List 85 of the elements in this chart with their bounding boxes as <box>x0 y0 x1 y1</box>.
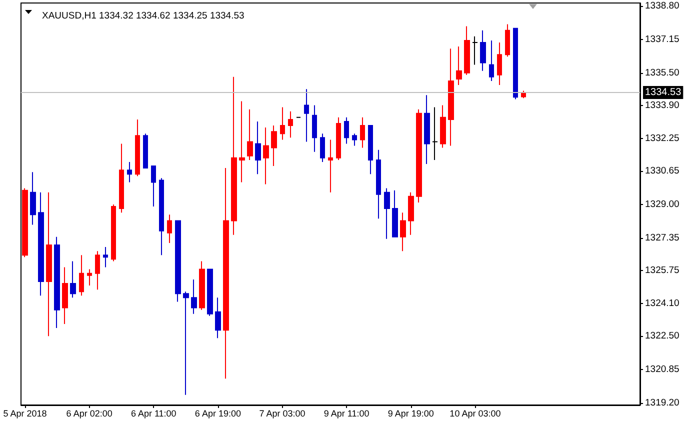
text: XAUUSD,H1 1334.32 1334.62 1334.25 1334.53 <box>42 10 244 22</box>
candlestick <box>521 90 526 99</box>
candlestick <box>239 100 245 183</box>
candlestick <box>472 36 478 66</box>
candlestick <box>135 118 140 177</box>
candlestick <box>191 278 197 314</box>
candlestick <box>352 133 357 146</box>
candlestick <box>54 236 60 329</box>
candlestick <box>456 46 462 86</box>
y-tick-label: 1332.25 <box>645 133 680 144</box>
candlestick <box>263 127 269 185</box>
candlestick <box>127 161 132 183</box>
candlestick <box>30 172 36 226</box>
candlestick <box>22 188 28 258</box>
candlestick <box>143 133 148 169</box>
x-tick-label: 9 Apr 19:00 <box>388 408 434 418</box>
candlestick <box>464 26 470 76</box>
candlestick <box>360 116 365 148</box>
candlestick <box>247 108 253 160</box>
candlestick <box>400 212 406 252</box>
candlestick <box>223 168 229 380</box>
candlestick <box>207 268 213 316</box>
y-tick-label: 1338.80 <box>645 0 680 12</box>
candlestick <box>167 214 172 244</box>
y-tick-label: 1329.00 <box>645 199 680 210</box>
candlestick <box>95 250 100 290</box>
x-tick-label: 6 Apr 19:00 <box>194 408 241 418</box>
candlestick <box>255 120 261 175</box>
ref-line-label: 1334.53 <box>645 87 682 98</box>
x-tick-label: 6 Apr 11:00 <box>130 408 176 418</box>
candlestick <box>151 166 156 208</box>
candlestick <box>175 220 181 302</box>
candlestick <box>513 28 518 100</box>
candlestick <box>62 266 68 324</box>
y-tick-label: 1337.15 <box>645 34 680 45</box>
candlestick <box>215 297 221 339</box>
candlestick <box>119 143 124 214</box>
candlestick <box>183 291 189 396</box>
candlestick <box>320 133 325 162</box>
candlestick <box>505 24 510 58</box>
candlestick <box>408 192 414 236</box>
candlestick <box>159 178 164 256</box>
candlestick <box>111 204 116 262</box>
candlestick <box>368 125 373 175</box>
candlestick <box>424 94 430 165</box>
candlestick <box>231 76 237 236</box>
candlestick <box>448 48 454 146</box>
y-tick-label: 1333.90 <box>645 100 680 111</box>
candlestick <box>344 116 349 144</box>
candlestick <box>384 188 390 240</box>
y-tick-label: 1325.75 <box>645 264 680 276</box>
candlestick <box>271 125 277 167</box>
x-tick-label: 9 Apr 11:00 <box>324 408 370 418</box>
candlestick <box>392 190 398 238</box>
candlestick <box>497 42 502 86</box>
y-tick-label: 1324.10 <box>645 298 680 310</box>
x-tick-label: 7 Apr 03:00 <box>259 408 306 418</box>
candlestick <box>489 40 494 82</box>
candlestick <box>288 110 293 138</box>
candlestick <box>79 254 84 296</box>
candlestick <box>376 149 381 220</box>
y-tick-label: 1327.35 <box>645 232 680 244</box>
candlestick <box>304 88 309 142</box>
candlestick <box>38 192 44 296</box>
candlestick <box>432 106 438 160</box>
candlestick <box>87 268 92 286</box>
candlestick <box>70 260 76 298</box>
y-tick-label: 1322.50 <box>645 330 680 342</box>
y-tick-label: 1319.20 <box>645 397 680 408</box>
candlestick <box>328 139 333 193</box>
candlestick <box>199 260 205 310</box>
candlestick <box>103 246 108 268</box>
candlestick <box>440 104 446 148</box>
y-tick-label: 1320.85 <box>645 364 680 376</box>
candlestick <box>480 30 486 72</box>
candlestick <box>312 104 317 152</box>
x-tick-label: 10 Apr 03:00 <box>450 408 501 418</box>
candlestick <box>280 106 285 140</box>
x-tick-label: 5 Apr 2018 <box>3 408 47 418</box>
candlestick <box>416 108 422 203</box>
x-tick-label: 6 Apr 02:00 <box>66 408 112 418</box>
candlestick <box>336 116 341 160</box>
y-tick-label: 1330.65 <box>645 166 680 177</box>
y-tick-label: 1335.50 <box>645 67 680 78</box>
candlestick <box>46 192 52 337</box>
